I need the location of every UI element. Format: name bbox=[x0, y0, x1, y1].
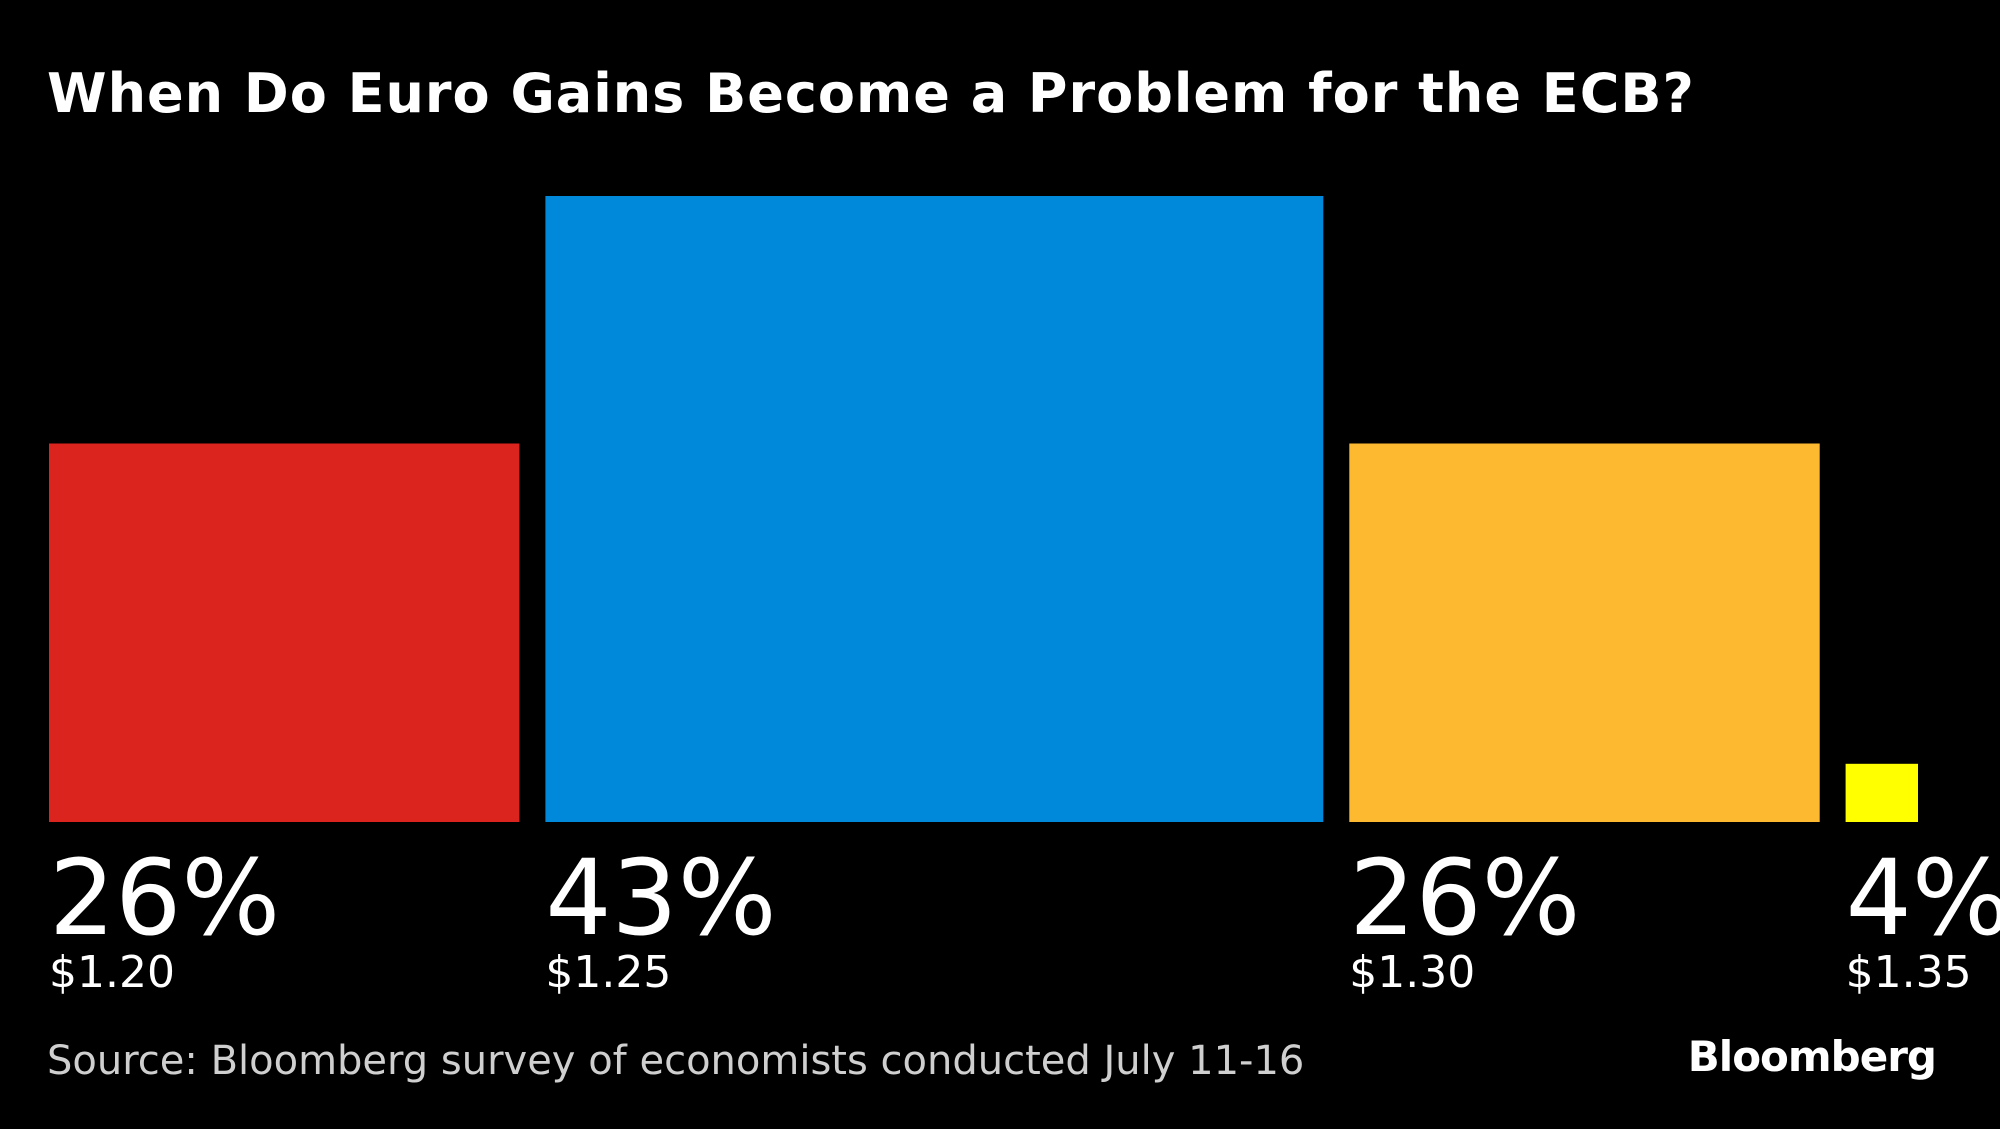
bar-value-label-0: 26% bbox=[49, 837, 280, 959]
bar-value-label-1: 43% bbox=[545, 837, 776, 959]
bar-category-label-3: $1.35 bbox=[1846, 947, 1972, 998]
bloomberg-logo: Bloomberg bbox=[1687, 1032, 1937, 1081]
bar-category-label-0: $1.20 bbox=[49, 947, 175, 998]
bar-0 bbox=[49, 443, 520, 822]
bar-category-label-1: $1.25 bbox=[545, 947, 671, 998]
chart-title: When Do Euro Gains Become a Problem for … bbox=[47, 62, 1695, 125]
bar-3 bbox=[1845, 763, 1918, 822]
bar-value-label-2: 26% bbox=[1349, 837, 1580, 959]
bar-category-label-2: $1.30 bbox=[1349, 947, 1475, 998]
bar-value-label-3: 4% bbox=[1846, 837, 2000, 959]
bar-1 bbox=[545, 196, 1324, 822]
source-note: Source: Bloomberg survey of economists c… bbox=[47, 1038, 1305, 1084]
bar-2 bbox=[1349, 443, 1820, 822]
